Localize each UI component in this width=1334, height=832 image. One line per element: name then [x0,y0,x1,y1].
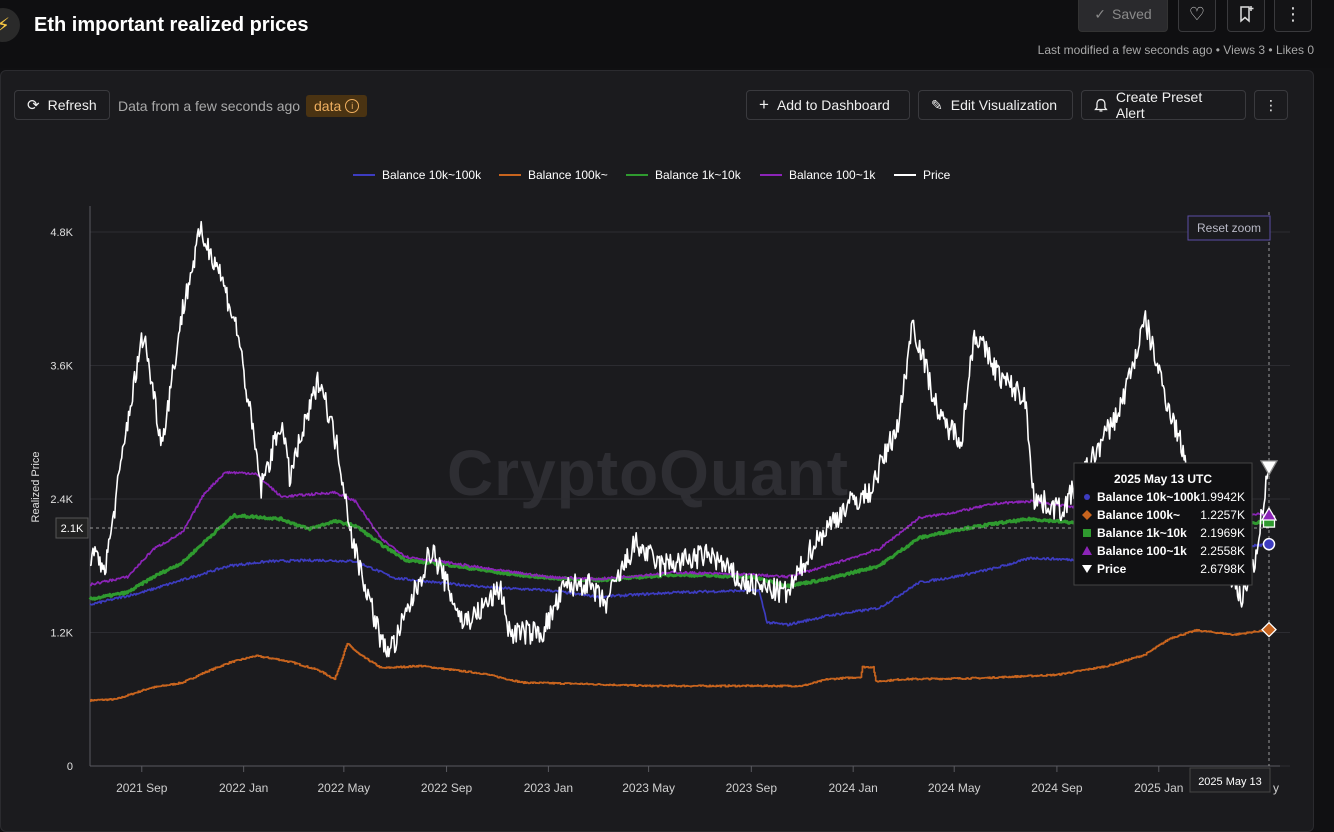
info-icon: i [345,99,360,113]
tooltip-series-value: 1.9942K [1200,490,1245,504]
hover-marker-b100k [1261,621,1277,638]
chart-panel [0,70,1314,832]
tooltip-symbol-price [1082,565,1092,573]
data-status-text: Data from a few seconds ago [118,98,301,114]
like-button[interactable]: ♡ [1178,0,1216,32]
x-tick-label: 2022 Jan [219,781,268,795]
series-line-b1k10k[interactable] [88,513,1271,601]
crosshair-y-label: 2.1K [61,523,84,535]
bell-icon [1094,98,1108,112]
series-line-b100k[interactable] [90,628,1270,702]
create-alert-label: Create Preset Alert [1115,89,1203,121]
tooltip-series-value: 2.1969K [1200,526,1245,540]
chart-more-button[interactable]: ⋮ [1254,90,1288,120]
x-tick-label-tail: y [1273,781,1279,795]
tooltip-series-name: Balance 1k~10k [1097,526,1187,540]
legend-item-price[interactable]: Price [923,168,951,182]
tooltip-title: 2025 May 13 UTC [1114,472,1212,486]
refresh-label: Refresh [47,97,97,113]
series-line-b100_1k[interactable] [89,470,1270,587]
x-tick-label: 2024 Jan [828,781,877,795]
reset-zoom-button[interactable]: Reset zoom [1187,215,1271,241]
tooltip-series-name: Balance 100~1k [1097,544,1187,558]
data-badge-label: data [314,98,342,114]
plus-icon: + [759,95,769,114]
hover-marker-b10k100k [1262,537,1276,551]
x-tick-label: 2024 May [928,781,981,795]
saved-label: Saved [1112,6,1152,22]
edit-visualization-label: Edit Visualization [950,97,1058,113]
data-badge[interactable]: data i [306,95,368,117]
more-vertical-icon: ⋮ [1284,3,1302,24]
app-logo-icon: ⚡ [0,8,20,42]
series-lines [88,220,1271,702]
tooltip-series-name: Price [1097,562,1127,576]
legend-item-b10k100k[interactable]: Balance 10k~100k [382,168,482,182]
x-tick-label: 2023 May [622,781,675,795]
tooltip-symbol-b100k [1082,510,1092,520]
hover-markers [1259,460,1279,638]
crosshair-x-label: 2025 May 13 [1198,776,1262,788]
add-dashboard-label: Add to Dashboard [776,97,890,113]
crosshair-y-label-box [55,517,89,539]
legend-item-b100_1k[interactable]: Balance 100~1k [789,168,876,182]
x-tick-label: 2024 Sep [1031,781,1083,795]
legend-item-b100k[interactable]: Balance 100k~ [528,168,608,182]
edit-visualization-button[interactable]: ✎ Edit Visualization [918,90,1073,120]
more-menu-button[interactable]: ⋮ [1274,0,1312,32]
bookmark-add-icon [1240,6,1254,23]
refresh-icon: ⟳ [27,97,40,114]
bookmark-button[interactable] [1227,0,1265,32]
series-line-price[interactable] [89,220,1270,658]
hover-marker-price [1259,460,1279,477]
page-title: Eth important realized prices [34,14,309,36]
crosshair-x-label-box [1189,767,1271,793]
y-tick-label: 0 [67,761,73,773]
edit-icon: ✎ [931,96,943,113]
legend-item-b1k10k[interactable]: Balance 1k~10k [655,168,742,182]
reset-zoom-label: Reset zoom [1197,221,1261,235]
tooltip-symbol-b100_1k [1082,546,1092,555]
hover-marker-b100_1k [1260,506,1278,521]
check-icon: ✓ [1094,5,1107,22]
chart-watermark: CryptoQuant [447,437,849,509]
tooltip-symbol-b1k10k [1083,529,1091,537]
x-tick-label: 2022 Sep [421,781,473,795]
y-tick-label: 2.4K [50,494,73,506]
y-tick-label: 4.8K [50,227,73,239]
x-tick-label: 2023 Sep [726,781,778,795]
series-line-b10k100k[interactable] [89,542,1270,627]
more-vertical-icon: ⋮ [1264,96,1278,113]
x-tick-label: 2022 May [317,781,370,795]
tooltip-series-value: 2.6798K [1200,562,1245,576]
tooltip-series-value: 1.2257K [1200,508,1245,522]
chart-legend[interactable]: Balance 10k~100k Balance 100k~ Balance 1k~… [353,168,951,182]
tooltip-series-value: 2.2558K [1200,544,1245,558]
chart-tooltip: 2025 May 13 UTC Balance 10k~100k 1.9942K B… [1073,462,1253,586]
saved-button[interactable]: ✓ Saved [1078,0,1168,32]
create-preset-alert-button[interactable]: Create Preset Alert [1081,89,1246,121]
y-axis-label: Realized Price [30,452,42,523]
y-tick-label: 3.6K [50,361,73,373]
add-to-dashboard-button[interactable]: + Add to Dashboard [746,90,910,120]
x-tick-label: 2025 Jan [1134,781,1183,795]
x-tick-label: 2021 Sep [116,781,168,795]
axes: 0 1.2K 2.4K 3.6K 4.8K 2021 Sep 2022 Jan 2022 Ma… [50,206,1280,795]
top-bar: ⚡ Eth important realized prices ✓ Saved … [0,0,1334,68]
tooltip-series-name: Balance 100k~ [1097,508,1180,522]
y-tick-label: 1.2K [50,628,73,640]
x-tick-label: 2023 Jan [524,781,573,795]
page-meta: Last modified a few seconds ago • Views … [1037,43,1314,57]
refresh-button[interactable]: ⟳ Refresh [14,90,110,120]
heart-icon: ♡ [1188,3,1206,24]
tooltip-symbol-b10k100k [1084,494,1090,500]
tooltip-series-name: Balance 10k~100k [1097,490,1200,504]
